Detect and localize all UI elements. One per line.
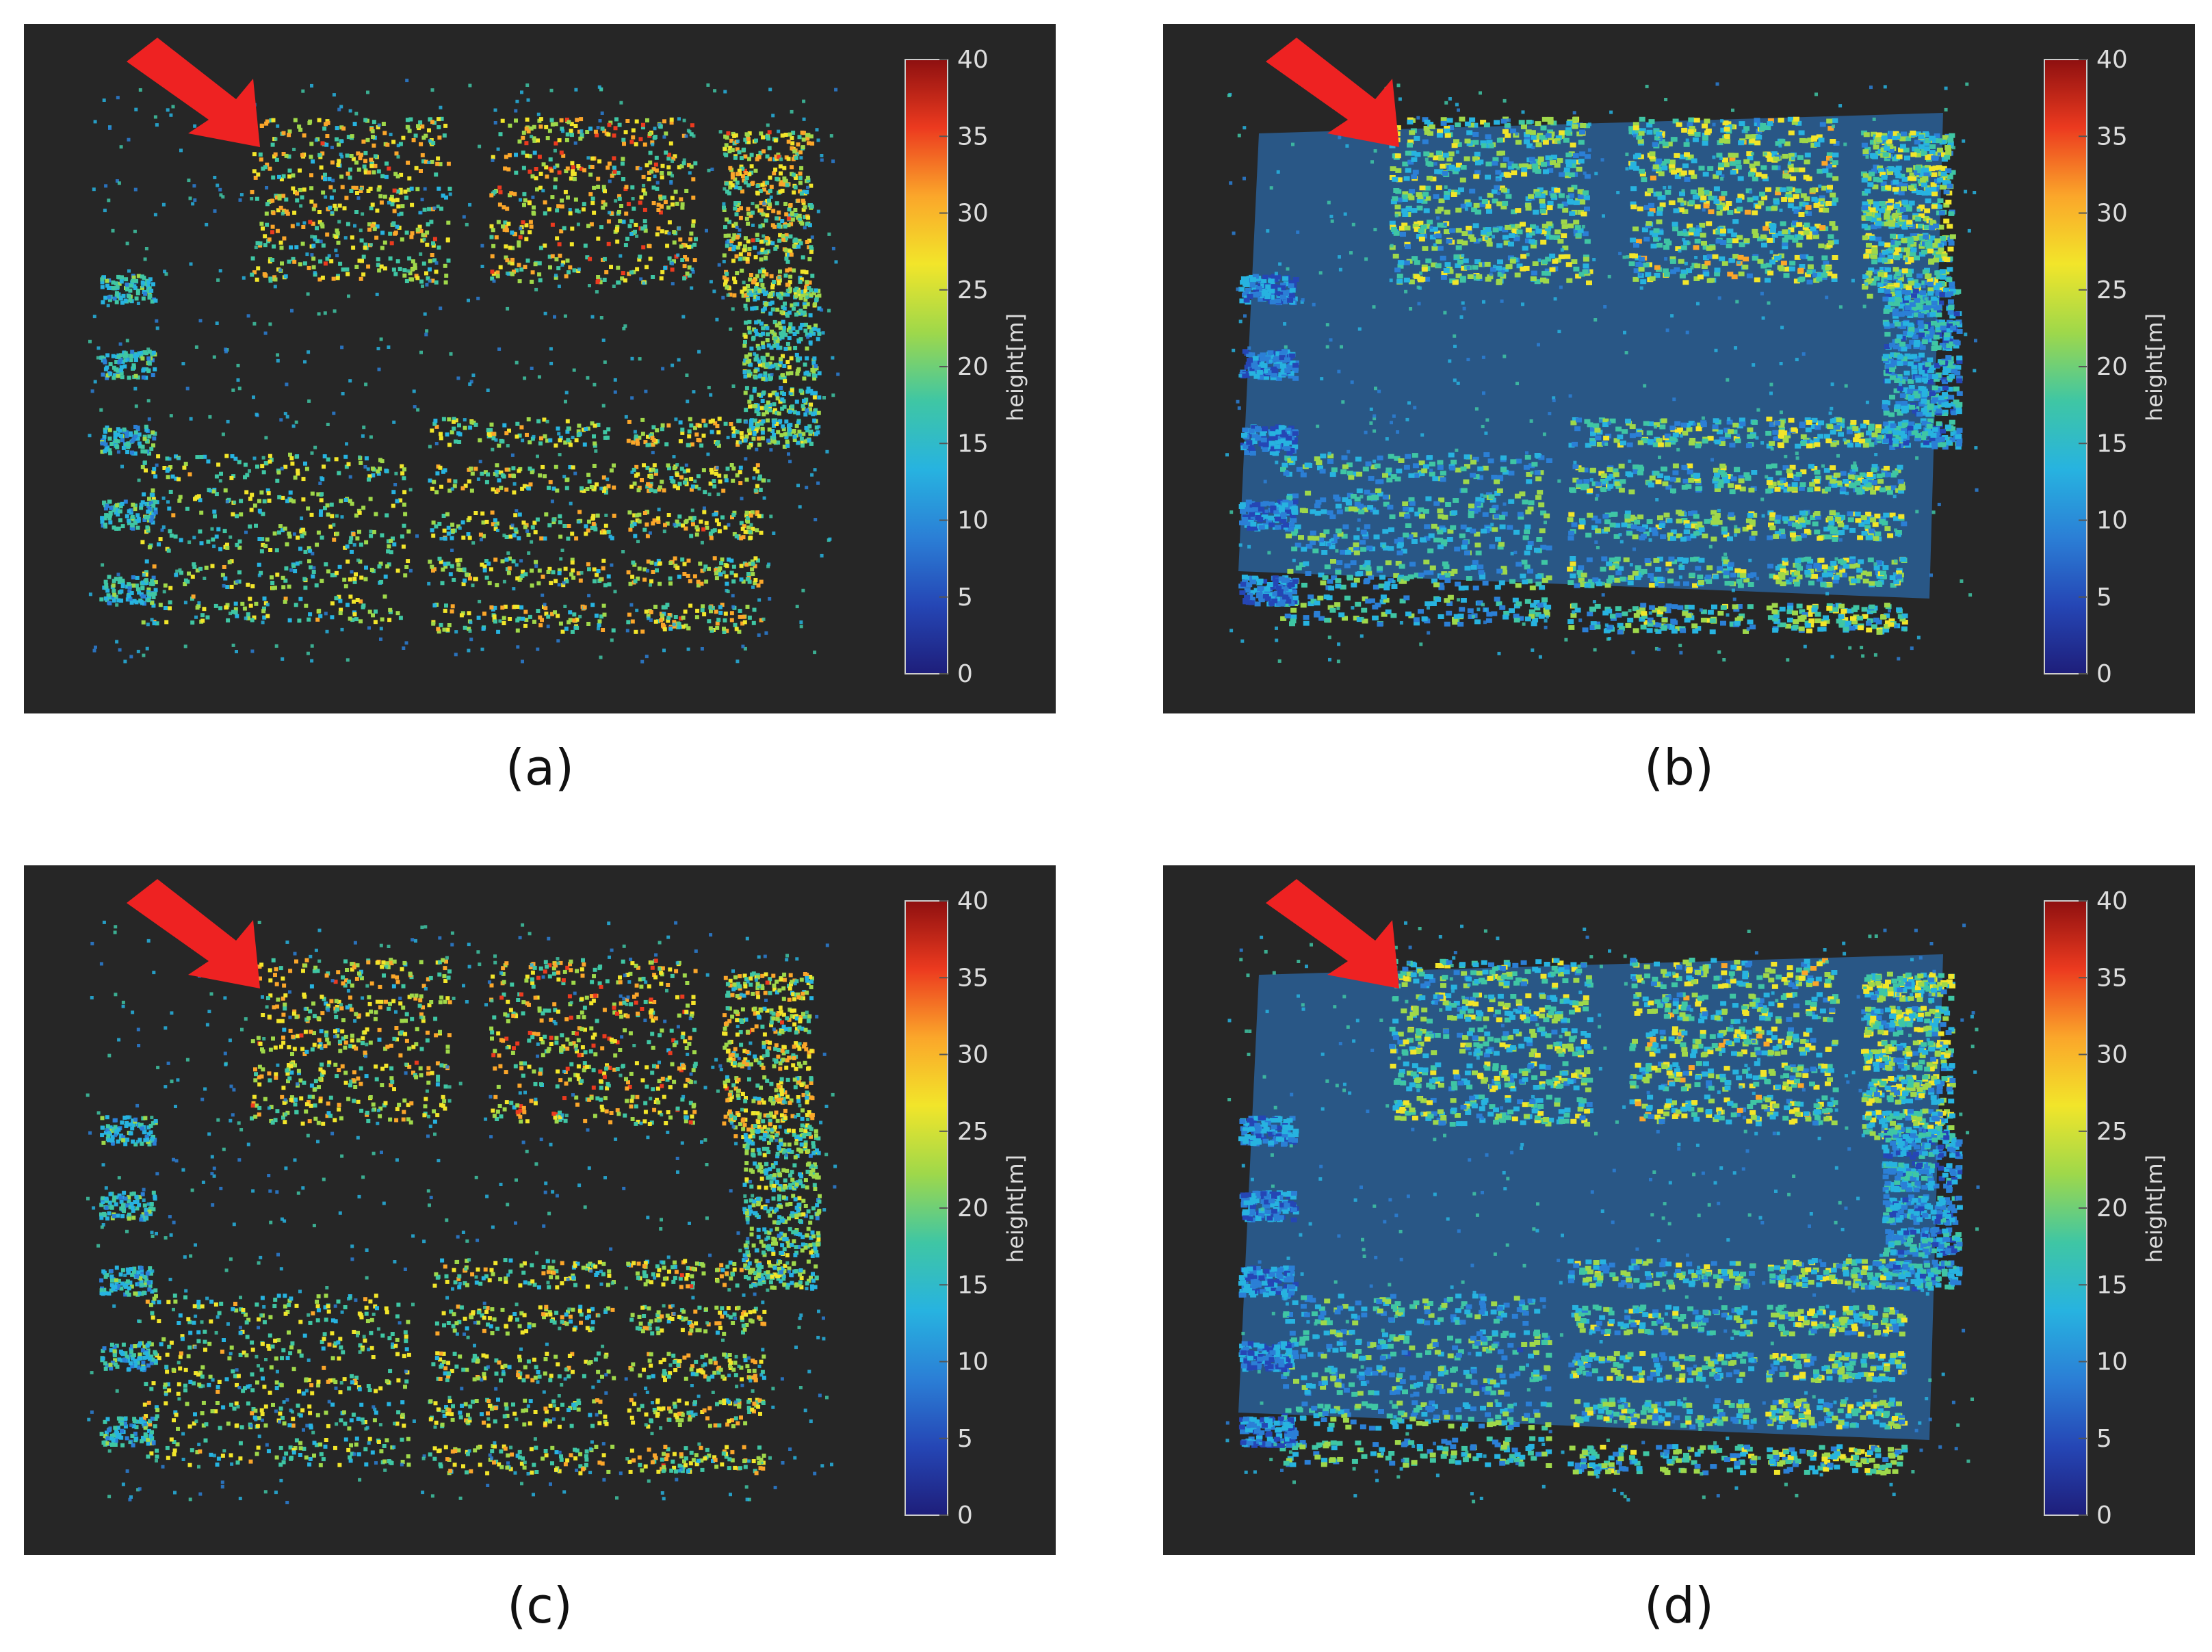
colorbar-tick-label: 30 [2096, 1041, 2128, 1069]
colorbar-label: height[m] [2142, 1155, 2168, 1263]
colorbar-tick-label: 20 [2096, 353, 2128, 381]
colorbar-tick-label: 10 [2096, 507, 2128, 535]
caption-a: (a) [505, 739, 575, 796]
colorbar-tick-label: 25 [957, 276, 989, 304]
colorbar-tick-label: 25 [2096, 276, 2128, 304]
point-cloud [88, 79, 840, 664]
colorbar-tick-label: 15 [957, 430, 989, 458]
point-cloud [1225, 82, 1979, 664]
point-cloud-image-b: 40 35 30 25 20 15 10 5 0 height[m] [1163, 24, 2195, 713]
colorbar-label: height[m] [2142, 313, 2168, 421]
colorbar-tick-label: 15 [957, 1271, 989, 1299]
colorbar-tick-label: 35 [2096, 122, 2128, 150]
colorbar-tick-label: 35 [2096, 964, 2128, 992]
colorbar-tick-label: 20 [957, 1194, 989, 1222]
colorbar-tick-label: 35 [957, 122, 989, 150]
colorbar-tick-label: 0 [957, 660, 973, 688]
colorbar-tick-label: 35 [957, 964, 989, 992]
colorbar-tick-label: 10 [957, 1348, 989, 1376]
colorbar-tick-label: 0 [2096, 1502, 2112, 1530]
colorbar-tick-label: 30 [2096, 200, 2128, 228]
caption-b: (b) [1644, 739, 1714, 796]
red-arrow-icon [127, 38, 260, 147]
colorbar-tick-label: 25 [957, 1118, 989, 1146]
colorbar-tick-label: 10 [957, 507, 989, 535]
red-arrow-icon [1266, 38, 1399, 147]
point-cloud-panel-b: 40 35 30 25 20 15 10 5 0 height[m] [1163, 24, 2195, 713]
colorbar-tick-label: 40 [957, 46, 989, 74]
caption-c: (c) [507, 1577, 573, 1634]
colorbar-tick-label: 25 [2096, 1118, 2128, 1146]
point-cloud-image-a: 40 35 30 25 20 15 10 5 0 height[m] [24, 24, 1056, 713]
colorbar-tick-label: 0 [957, 1502, 973, 1530]
colorbar-tick-label: 30 [957, 200, 989, 228]
red-arrow-icon [127, 879, 260, 988]
colorbar-tick-label: 20 [957, 353, 989, 381]
colorbar-tick-label: 40 [2096, 46, 2128, 74]
colorbar-label: height[m] [1002, 1155, 1028, 1263]
plot-background [24, 865, 1056, 1555]
colorbar-tick-label: 5 [957, 1425, 973, 1453]
point-cloud-panel-d: 40 35 30 25 20 15 10 5 0 height[m] [1163, 865, 2195, 1555]
point-cloud-image-c: 40 35 30 25 20 15 10 5 0 height[m] [24, 865, 1056, 1555]
colorbar-tick-label: 5 [2096, 1425, 2112, 1453]
colorbar-tick-label: 15 [2096, 430, 2128, 458]
colorbar-tick-label: 40 [957, 887, 989, 915]
point-cloud [1225, 921, 1980, 1504]
point-cloud-panel-a: 40 35 30 25 20 15 10 5 0 height[m] [24, 24, 1056, 713]
point-cloud-image-d: 40 35 30 25 20 15 10 5 0 height[m] [1163, 865, 2195, 1555]
colorbar-tick-label: 5 [2096, 584, 2112, 612]
colorbar-tick-label: 40 [2096, 887, 2128, 915]
colorbar-tick-label: 15 [2096, 1271, 2128, 1299]
caption-d: (d) [1644, 1577, 1714, 1634]
red-arrow-icon [1266, 879, 1399, 988]
colorbar-label: height[m] [1002, 313, 1028, 421]
point-cloud-panel-c: 40 35 30 25 20 15 10 5 0 height[m] [24, 865, 1056, 1555]
colorbar-tick-label: 0 [2096, 660, 2112, 688]
colorbar-tick-label: 30 [957, 1041, 989, 1069]
colorbar-tick-label: 20 [2096, 1194, 2128, 1222]
colorbar-tick-label: 10 [2096, 1348, 2128, 1376]
colorbar-tick-label: 5 [957, 584, 973, 612]
point-cloud [86, 920, 837, 1504]
